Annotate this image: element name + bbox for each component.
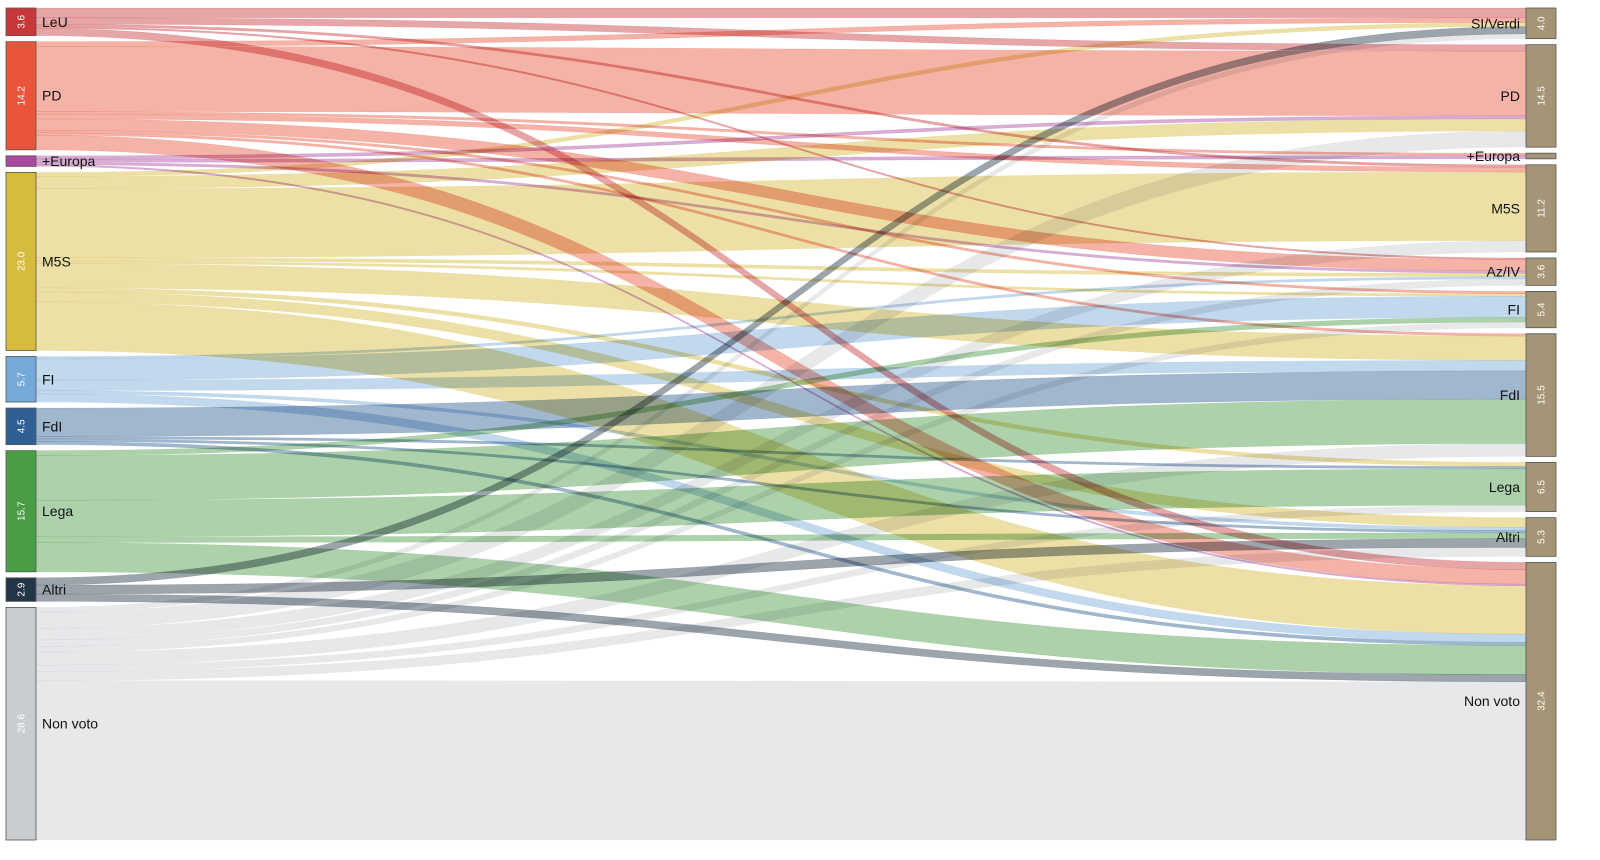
right-node-label-lega: Lega [1489, 479, 1520, 495]
left-node-bar-fi [5, 356, 37, 403]
right-node-bar-si-verdi [1525, 7, 1557, 40]
flow-non-voto-to-non-voto [35, 680, 1527, 841]
right-node-label-fi: FI [1508, 302, 1520, 318]
right-node-value-altri: 5.3 [1537, 530, 1548, 544]
right-node-label-pd: PD [1501, 88, 1520, 104]
left-node-bar-altri [5, 577, 37, 602]
flow-leu-to-si-verdi [35, 7, 1527, 19]
right-node-value-si-verdi: 4.0 [1537, 16, 1548, 30]
left-node-value-lega: 15.7 [17, 501, 28, 521]
right-node-value-pd: 14.5 [1537, 86, 1548, 106]
right-node-m5s: 11.2 M5S [1491, 164, 1557, 253]
left-node-lega: 15.7 Lega [5, 450, 73, 573]
left-node-label-fi: FI [42, 371, 54, 387]
right-node-lega: 6.5 Lega [1489, 462, 1557, 513]
right-node-bar-fdi [1525, 333, 1557, 457]
left-node-bar-m5s [5, 171, 37, 351]
right-node-europa: +Europa [1467, 148, 1557, 164]
right-node-bar-m5s [1525, 164, 1557, 253]
left-node-fi: 5.7 FI [5, 356, 54, 403]
left-node-label-m5s: M5S [42, 253, 71, 269]
right-node-fdi: 15.5 FdI [1500, 333, 1557, 457]
right-node-label-si-verdi: SI/Verdi [1471, 15, 1520, 31]
right-node-value-fdi: 15.5 [1537, 385, 1548, 405]
left-node-label-lega: Lega [42, 503, 73, 519]
right-node-bar-non-voto [1525, 561, 1557, 841]
left-node-value-pd: 14.2 [17, 86, 28, 106]
right-node-si-verdi: 4.0 SI/Verdi [1471, 7, 1557, 40]
right-node-bar-lega [1525, 462, 1557, 513]
right-node-bar-pd [1525, 44, 1557, 148]
left-node-value-non-voto: 28.6 [17, 714, 28, 734]
right-node-value-az-iv: 3.6 [1537, 264, 1548, 278]
right-node-bar-europa [1525, 152, 1557, 160]
left-node-label-europa: +Europa [42, 153, 96, 169]
left-node-value-fi: 5.7 [17, 372, 28, 386]
right-node-value-non-voto: 32.4 [1537, 691, 1548, 711]
right-node-label-altri: Altri [1496, 529, 1520, 545]
left-node-non-voto: 28.6 Non voto [5, 607, 98, 841]
left-node-fdi: 4.5 FdI [5, 407, 62, 446]
right-node-label-fdi: FdI [1500, 387, 1520, 403]
left-node-bar-europa [5, 155, 37, 167]
left-node-leu: 3.6 LeU [5, 7, 68, 37]
left-node-altri: 2.9 Altri [5, 577, 66, 602]
right-node-bar-fi [1525, 291, 1557, 329]
right-node-altri: 5.3 Altri [1496, 517, 1557, 557]
left-node-bar-pd [5, 41, 37, 151]
left-node-label-fdi: FdI [42, 418, 62, 434]
left-node-label-altri: Altri [42, 582, 66, 598]
left-node-bar-leu [5, 7, 37, 37]
right-node-bar-altri [1525, 517, 1557, 557]
left-node-value-m5s: 23.0 [17, 251, 28, 271]
right-node-fi: 5.4 FI [1508, 291, 1557, 329]
right-node-value-m5s: 11.2 [1537, 199, 1548, 218]
right-node-label-europa: +Europa [1467, 148, 1521, 164]
right-node-label-m5s: M5S [1491, 200, 1520, 216]
right-node-non-voto: 32.4 Non voto [1464, 561, 1557, 841]
left-node-label-pd: PD [42, 88, 61, 104]
right-node-az-iv: 3.6 Az/IV [1487, 257, 1557, 286]
left-node-value-fdi: 4.5 [17, 419, 28, 433]
left-node-bar-non-voto [5, 607, 37, 841]
left-node-m5s: 23.0 M5S [5, 171, 71, 351]
right-node-value-lega: 6.5 [1537, 480, 1548, 494]
right-node-value-fi: 5.4 [1537, 302, 1548, 316]
left-node-pd: 14.2 PD [5, 41, 61, 151]
left-node-value-altri: 2.9 [17, 582, 28, 596]
right-node-label-az-iv: Az/IV [1487, 264, 1521, 280]
left-node-label-non-voto: Non voto [42, 716, 98, 732]
left-node-bar-lega [5, 450, 37, 573]
left-node-europa: +Europa [5, 153, 96, 169]
flow-layer [35, 7, 1527, 841]
right-node-label-non-voto: Non voto [1464, 693, 1520, 709]
right-node-pd: 14.5 PD [1501, 44, 1557, 148]
left-node-value-leu: 3.6 [17, 14, 28, 28]
left-node-label-leu: LeU [42, 14, 68, 30]
left-node-bar-fdi [5, 407, 37, 446]
right-node-bar-az-iv [1525, 257, 1557, 286]
